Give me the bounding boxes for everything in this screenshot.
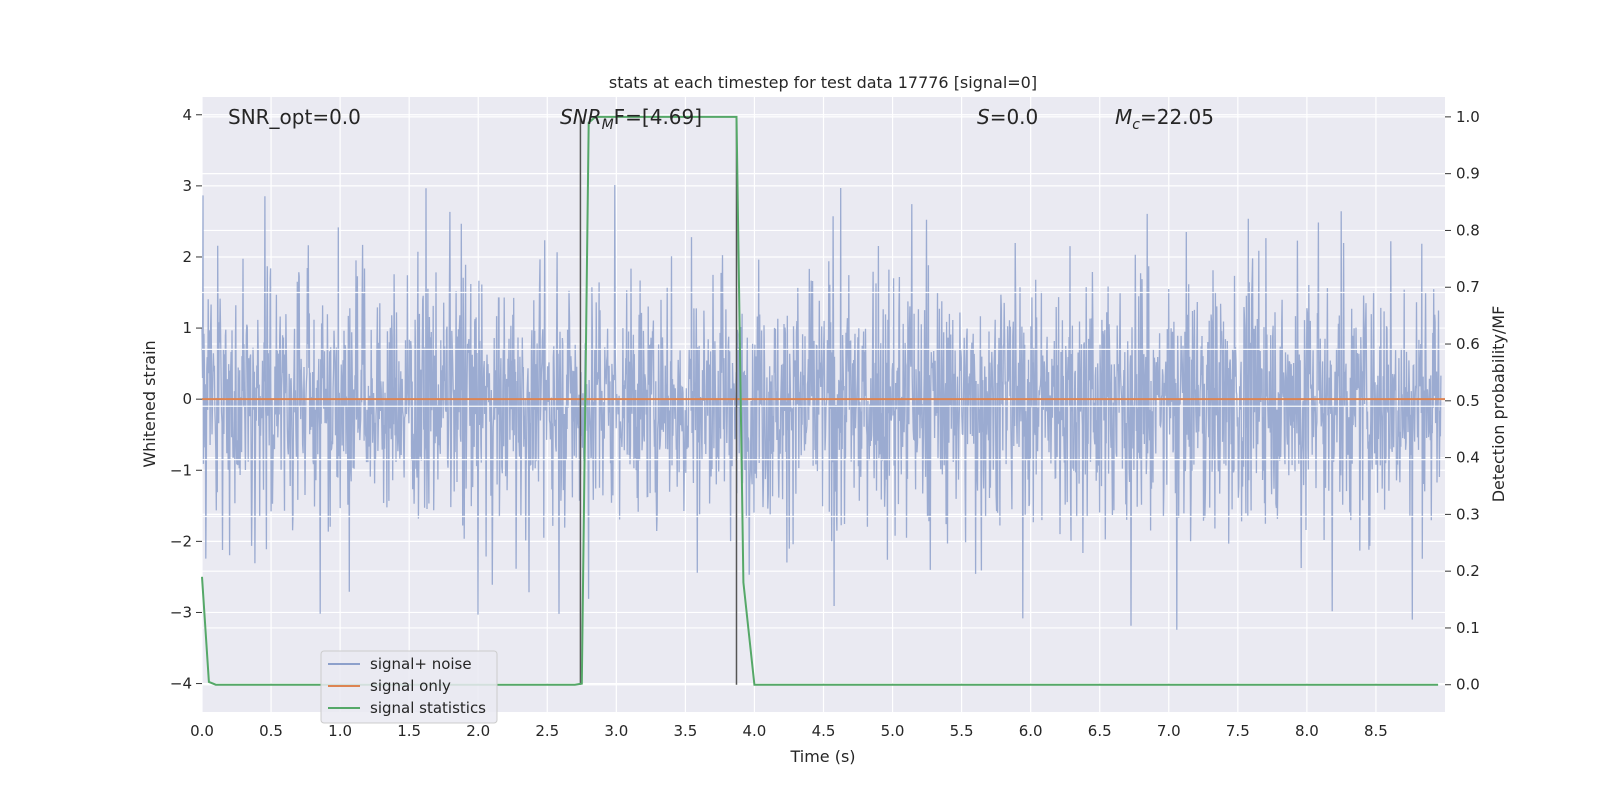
legend-label-signal-statistics: signal statistics [370,699,486,717]
x-tick-label: 1.0 [328,722,352,740]
x-tick-label: 4.0 [743,722,767,740]
y-tick-label: 1 [182,319,192,337]
y-tick-label: 2 [182,248,192,266]
snr-mf-base: SNR [560,105,602,129]
mc-sub: c [1132,117,1140,133]
x-tick-label: 6.0 [1019,722,1043,740]
y-tick-label: −1 [170,461,192,479]
x-tick-label: 5.5 [950,722,974,740]
x-tick-label: 3.0 [604,722,628,740]
legend-label-signal-only: signal only [370,677,451,695]
x-tick-label: 7.5 [1226,722,1250,740]
s-rest: =0.0 [990,105,1039,129]
annotation-snr-mf: SNRMF=[4.69] [560,105,702,133]
legend-box [320,650,498,724]
y-right-tick-label: 0.8 [1456,221,1480,239]
y-tick-label: 0 [182,390,192,408]
y-tick-label: −4 [170,675,192,693]
y-right-tick-label: 0.1 [1456,619,1480,637]
y-axis-right-label: Detection probability/MF [1489,306,1508,503]
signal-noise-series [201,184,1445,630]
series-lines [201,115,1445,686]
y-tick-label: −3 [170,603,192,621]
x-tick-label: 4.5 [812,722,836,740]
x-tick-label: 7.0 [1157,722,1181,740]
y-right-tick-label: 0.6 [1456,335,1480,353]
x-tick-label: 0.0 [190,722,214,740]
x-tick-label: 5.0 [881,722,905,740]
y-tick-label: 3 [182,177,192,195]
y-right-tick-label: 0.9 [1456,165,1480,183]
x-tick-label: 6.5 [1088,722,1112,740]
x-tick-label: 1.5 [397,722,421,740]
snr-mf-rest: F=[4.69] [614,105,702,129]
signal-statistics-line [201,115,1439,686]
annotation-snr-opt: SNR_opt=0.0 [228,105,361,129]
x-axis-label: Time (s) [789,747,855,766]
y-right-tick-label: 0.7 [1456,278,1480,296]
s-label: S [977,105,990,129]
y-right-tick-label: 1.0 [1456,108,1480,126]
y-right-tick-label: 0.2 [1456,562,1480,580]
y-tick-label: −2 [170,532,192,550]
mc-base: M [1115,105,1132,129]
annotation-s: S=0.0 [977,105,1038,129]
x-tick-label: 3.5 [673,722,697,740]
mc-rest: =22.05 [1140,105,1214,129]
y-right-tick-label: 0.5 [1456,392,1480,410]
annotation-mc: Mc=22.05 [1115,105,1214,133]
y-right-tick-label: 0.0 [1456,676,1480,694]
chart-title: stats at each timestep for test data 177… [609,73,1037,92]
x-tick-label: 2.5 [535,722,559,740]
y-axis-label: Whitened strain [140,340,159,467]
ticks: 0.0 0.5 1.0 1.5 2.0 2.5 3.0 3.5 4.0 4.5 5.0 5.5 6.0 6… [170,106,1480,740]
legend-label-signal-noise: signal+ noise [370,655,472,673]
y-right-tick-label: 0.3 [1456,505,1480,523]
x-tick-label: 0.5 [259,722,283,740]
x-tick-label: 8.5 [1364,722,1388,740]
x-tick-label: 8.0 [1295,722,1319,740]
snr-mf-sub: M [602,117,614,133]
y-right-tick-label: 0.4 [1456,449,1480,467]
x-tick-label: 2.0 [466,722,490,740]
y-tick-label: 4 [182,106,192,124]
legend: signal+ noise signal only signal statist… [320,650,498,724]
